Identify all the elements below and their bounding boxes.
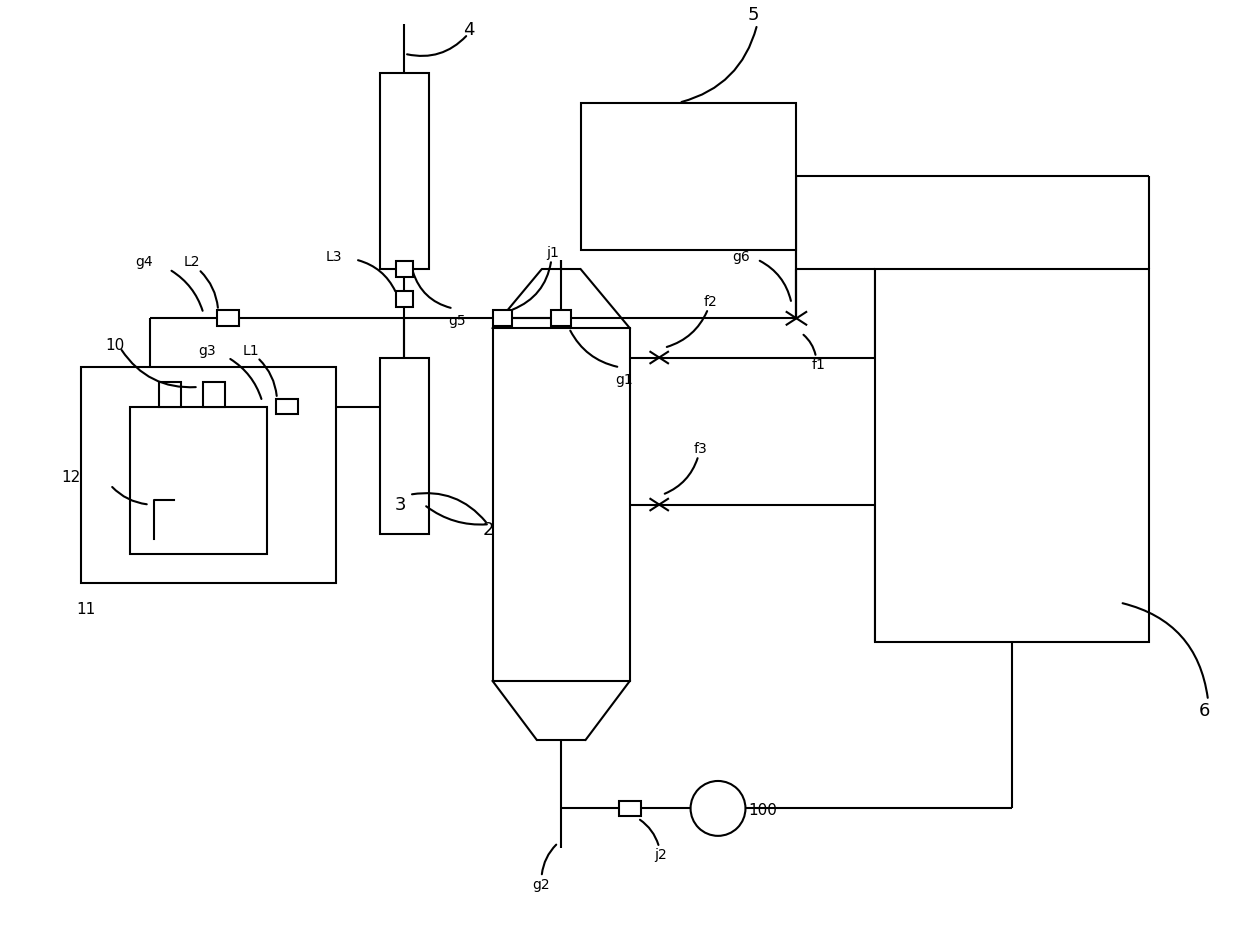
Text: L2: L2 xyxy=(184,256,201,270)
Text: g2: g2 xyxy=(532,878,549,892)
Text: 100: 100 xyxy=(749,803,777,818)
Bar xyxy=(552,310,570,326)
Text: 6: 6 xyxy=(1198,702,1210,720)
Text: j1: j1 xyxy=(547,245,559,259)
Text: j2: j2 xyxy=(655,848,667,862)
Text: f3: f3 xyxy=(693,442,707,456)
Bar xyxy=(492,310,512,326)
Text: f1: f1 xyxy=(811,358,825,372)
Text: L1: L1 xyxy=(243,343,259,357)
Bar xyxy=(203,382,224,406)
Bar xyxy=(379,73,429,270)
Bar xyxy=(130,406,267,554)
Text: 11: 11 xyxy=(76,603,95,618)
Text: 2: 2 xyxy=(482,521,495,539)
Text: g4: g4 xyxy=(135,256,153,270)
Text: g6: g6 xyxy=(733,250,750,264)
Bar xyxy=(396,261,413,277)
Text: L3: L3 xyxy=(326,250,342,264)
Text: g5: g5 xyxy=(449,314,466,328)
Circle shape xyxy=(691,781,745,836)
Bar xyxy=(580,102,796,250)
Text: 12: 12 xyxy=(61,470,81,485)
Text: 4: 4 xyxy=(464,21,475,39)
Bar xyxy=(277,399,298,415)
Text: g3: g3 xyxy=(198,343,216,357)
Text: 10: 10 xyxy=(105,337,125,352)
Text: f2: f2 xyxy=(703,294,717,308)
Bar xyxy=(619,801,641,816)
Bar xyxy=(81,368,336,583)
Text: g1: g1 xyxy=(615,373,632,387)
Text: 3: 3 xyxy=(394,496,405,514)
Bar xyxy=(396,290,413,306)
Bar xyxy=(492,328,630,681)
Bar xyxy=(159,382,181,406)
Bar xyxy=(875,270,1149,642)
Bar xyxy=(379,357,429,534)
Bar xyxy=(217,310,239,326)
Text: 5: 5 xyxy=(748,7,759,24)
